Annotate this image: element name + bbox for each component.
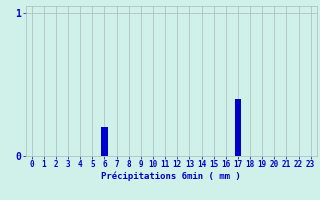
Bar <box>101 127 108 156</box>
X-axis label: Précipitations 6min ( mm ): Précipitations 6min ( mm ) <box>101 172 241 181</box>
Bar <box>235 99 241 156</box>
